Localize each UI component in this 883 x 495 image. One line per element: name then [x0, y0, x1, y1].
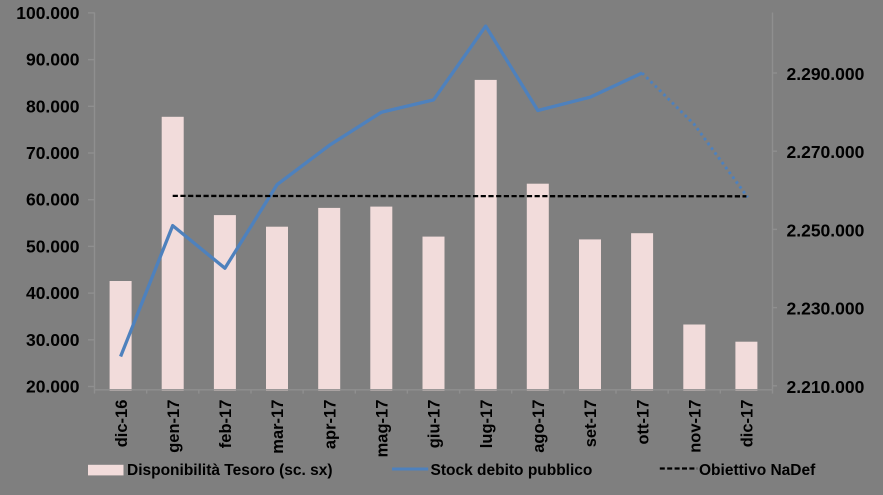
svg-text:mar-17: mar-17 [269, 400, 287, 454]
svg-text:Obiettivo NaDef: Obiettivo NaDef [699, 462, 816, 479]
svg-text:Disponibilità Tesoro (sc. sx): Disponibilità Tesoro (sc. sx) [127, 462, 333, 479]
svg-text:dic-16: dic-16 [113, 400, 131, 448]
svg-text:2.210.000: 2.210.000 [787, 377, 865, 397]
svg-text:nov-17: nov-17 [687, 400, 705, 453]
svg-text:gen-17: gen-17 [165, 400, 183, 453]
svg-text:20.000: 20.000 [26, 377, 80, 397]
svg-text:2.270.000: 2.270.000 [787, 142, 865, 162]
svg-text:100.000: 100.000 [16, 3, 80, 23]
svg-text:Stock debito pubblico: Stock debito pubblico [431, 462, 593, 479]
svg-text:30.000: 30.000 [26, 330, 80, 350]
svg-text:dic-17: dic-17 [739, 400, 757, 448]
svg-text:ago-17: ago-17 [530, 400, 548, 453]
svg-text:40.000: 40.000 [26, 283, 80, 303]
svg-text:90.000: 90.000 [26, 50, 80, 70]
svg-text:60.000: 60.000 [26, 190, 80, 210]
svg-text:2.230.000: 2.230.000 [787, 299, 865, 319]
svg-text:2.250.000: 2.250.000 [787, 220, 865, 240]
svg-text:giu-17: giu-17 [426, 400, 444, 449]
svg-text:feb-17: feb-17 [217, 400, 235, 449]
svg-text:mag-17: mag-17 [374, 400, 392, 458]
svg-text:set-17: set-17 [582, 400, 600, 448]
svg-text:lug-17: lug-17 [478, 400, 496, 449]
svg-text:ott-17: ott-17 [634, 400, 652, 445]
svg-text:apr-17: apr-17 [321, 400, 339, 450]
svg-text:70.000: 70.000 [26, 143, 80, 163]
svg-text:2.290.000: 2.290.000 [787, 64, 865, 84]
svg-text:80.000: 80.000 [26, 96, 80, 116]
svg-text:50.000: 50.000 [26, 236, 80, 256]
